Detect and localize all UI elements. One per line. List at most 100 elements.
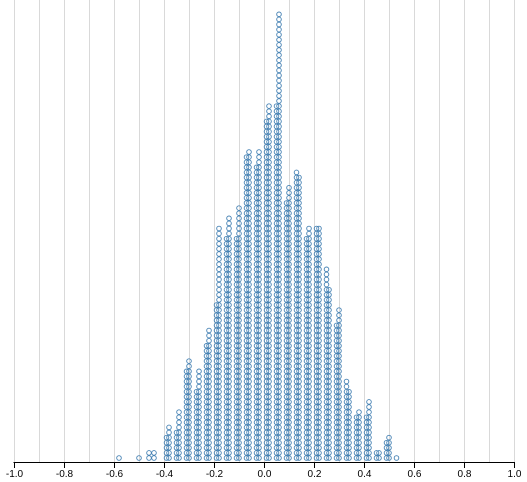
data-point <box>296 353 302 359</box>
data-point <box>243 343 250 349</box>
data-point <box>236 205 242 211</box>
data-point <box>316 246 322 252</box>
data-point <box>286 261 292 267</box>
data-point <box>333 434 340 441</box>
data-point <box>293 225 300 232</box>
data-point <box>266 139 272 145</box>
data-point <box>283 388 290 395</box>
data-point <box>283 322 290 329</box>
data-point <box>173 445 180 451</box>
data-point <box>323 419 330 426</box>
data-point <box>203 358 210 364</box>
data-point <box>316 445 322 451</box>
data-point <box>256 450 262 456</box>
data-point <box>226 235 232 242</box>
data-point <box>326 388 332 395</box>
data-point <box>246 455 252 461</box>
data-point <box>296 200 302 206</box>
data-point <box>206 439 212 446</box>
data-point <box>296 184 302 191</box>
data-point <box>266 256 272 262</box>
data-point <box>253 266 260 273</box>
data-point <box>313 230 320 237</box>
data-point <box>293 246 300 252</box>
data-point <box>226 276 232 283</box>
data-point <box>376 450 382 456</box>
data-point <box>243 210 250 216</box>
data-point <box>216 241 222 247</box>
data-point <box>293 368 300 375</box>
data-point <box>253 322 260 329</box>
data-point <box>273 179 280 186</box>
data-point <box>233 322 240 329</box>
data-point <box>283 363 290 369</box>
data-point <box>263 256 270 262</box>
data-point <box>313 388 320 395</box>
data-point <box>353 434 360 441</box>
data-point <box>326 312 332 318</box>
data-point <box>296 383 302 390</box>
data-point <box>306 276 312 283</box>
data-point <box>313 455 320 461</box>
data-point <box>293 327 300 334</box>
data-point <box>216 332 222 339</box>
data-point <box>286 343 292 349</box>
data-point <box>323 378 330 385</box>
data-point <box>316 378 322 385</box>
data-point <box>313 307 320 313</box>
data-point <box>203 363 210 369</box>
data-point <box>243 322 250 329</box>
data-point <box>276 271 282 278</box>
data-point <box>273 327 280 334</box>
data-point <box>276 286 282 293</box>
data-point <box>246 246 252 252</box>
data-point <box>276 337 282 344</box>
data-point <box>316 281 322 288</box>
data-point <box>246 174 252 181</box>
data-point <box>256 312 262 318</box>
data-point <box>263 179 270 186</box>
data-point <box>286 455 292 461</box>
data-point <box>316 363 322 369</box>
data-point <box>203 383 210 390</box>
data-point <box>263 363 270 369</box>
data-point <box>286 286 292 293</box>
data-point <box>223 353 230 359</box>
data-point <box>256 246 262 252</box>
data-point <box>243 445 250 451</box>
data-point <box>173 450 180 456</box>
data-point <box>183 419 190 426</box>
data-point <box>276 169 282 176</box>
data-point <box>293 297 300 303</box>
data-point <box>213 322 220 329</box>
data-point <box>216 404 222 410</box>
data-point <box>236 261 242 267</box>
data-point <box>226 353 232 359</box>
data-point <box>243 241 250 247</box>
data-point <box>293 200 300 206</box>
data-point <box>336 348 342 354</box>
data-point <box>303 378 310 385</box>
data-point <box>283 286 290 293</box>
data-point <box>253 337 260 344</box>
data-point <box>286 241 292 247</box>
data-point <box>323 307 330 313</box>
data-point <box>253 307 260 313</box>
data-point <box>203 399 210 405</box>
data-point <box>233 368 240 375</box>
data-point <box>256 317 262 324</box>
data-point <box>356 414 362 420</box>
data-point <box>343 409 350 415</box>
data-point <box>386 445 392 451</box>
data-point <box>233 404 240 410</box>
data-point <box>336 353 342 359</box>
data-point <box>216 399 222 405</box>
data-point <box>216 343 222 349</box>
data-point <box>246 266 252 273</box>
data-point <box>253 445 260 451</box>
data-point <box>316 383 322 390</box>
data-point <box>273 246 280 252</box>
data-point <box>326 404 332 410</box>
data-point <box>236 383 242 390</box>
data-point <box>306 251 312 257</box>
